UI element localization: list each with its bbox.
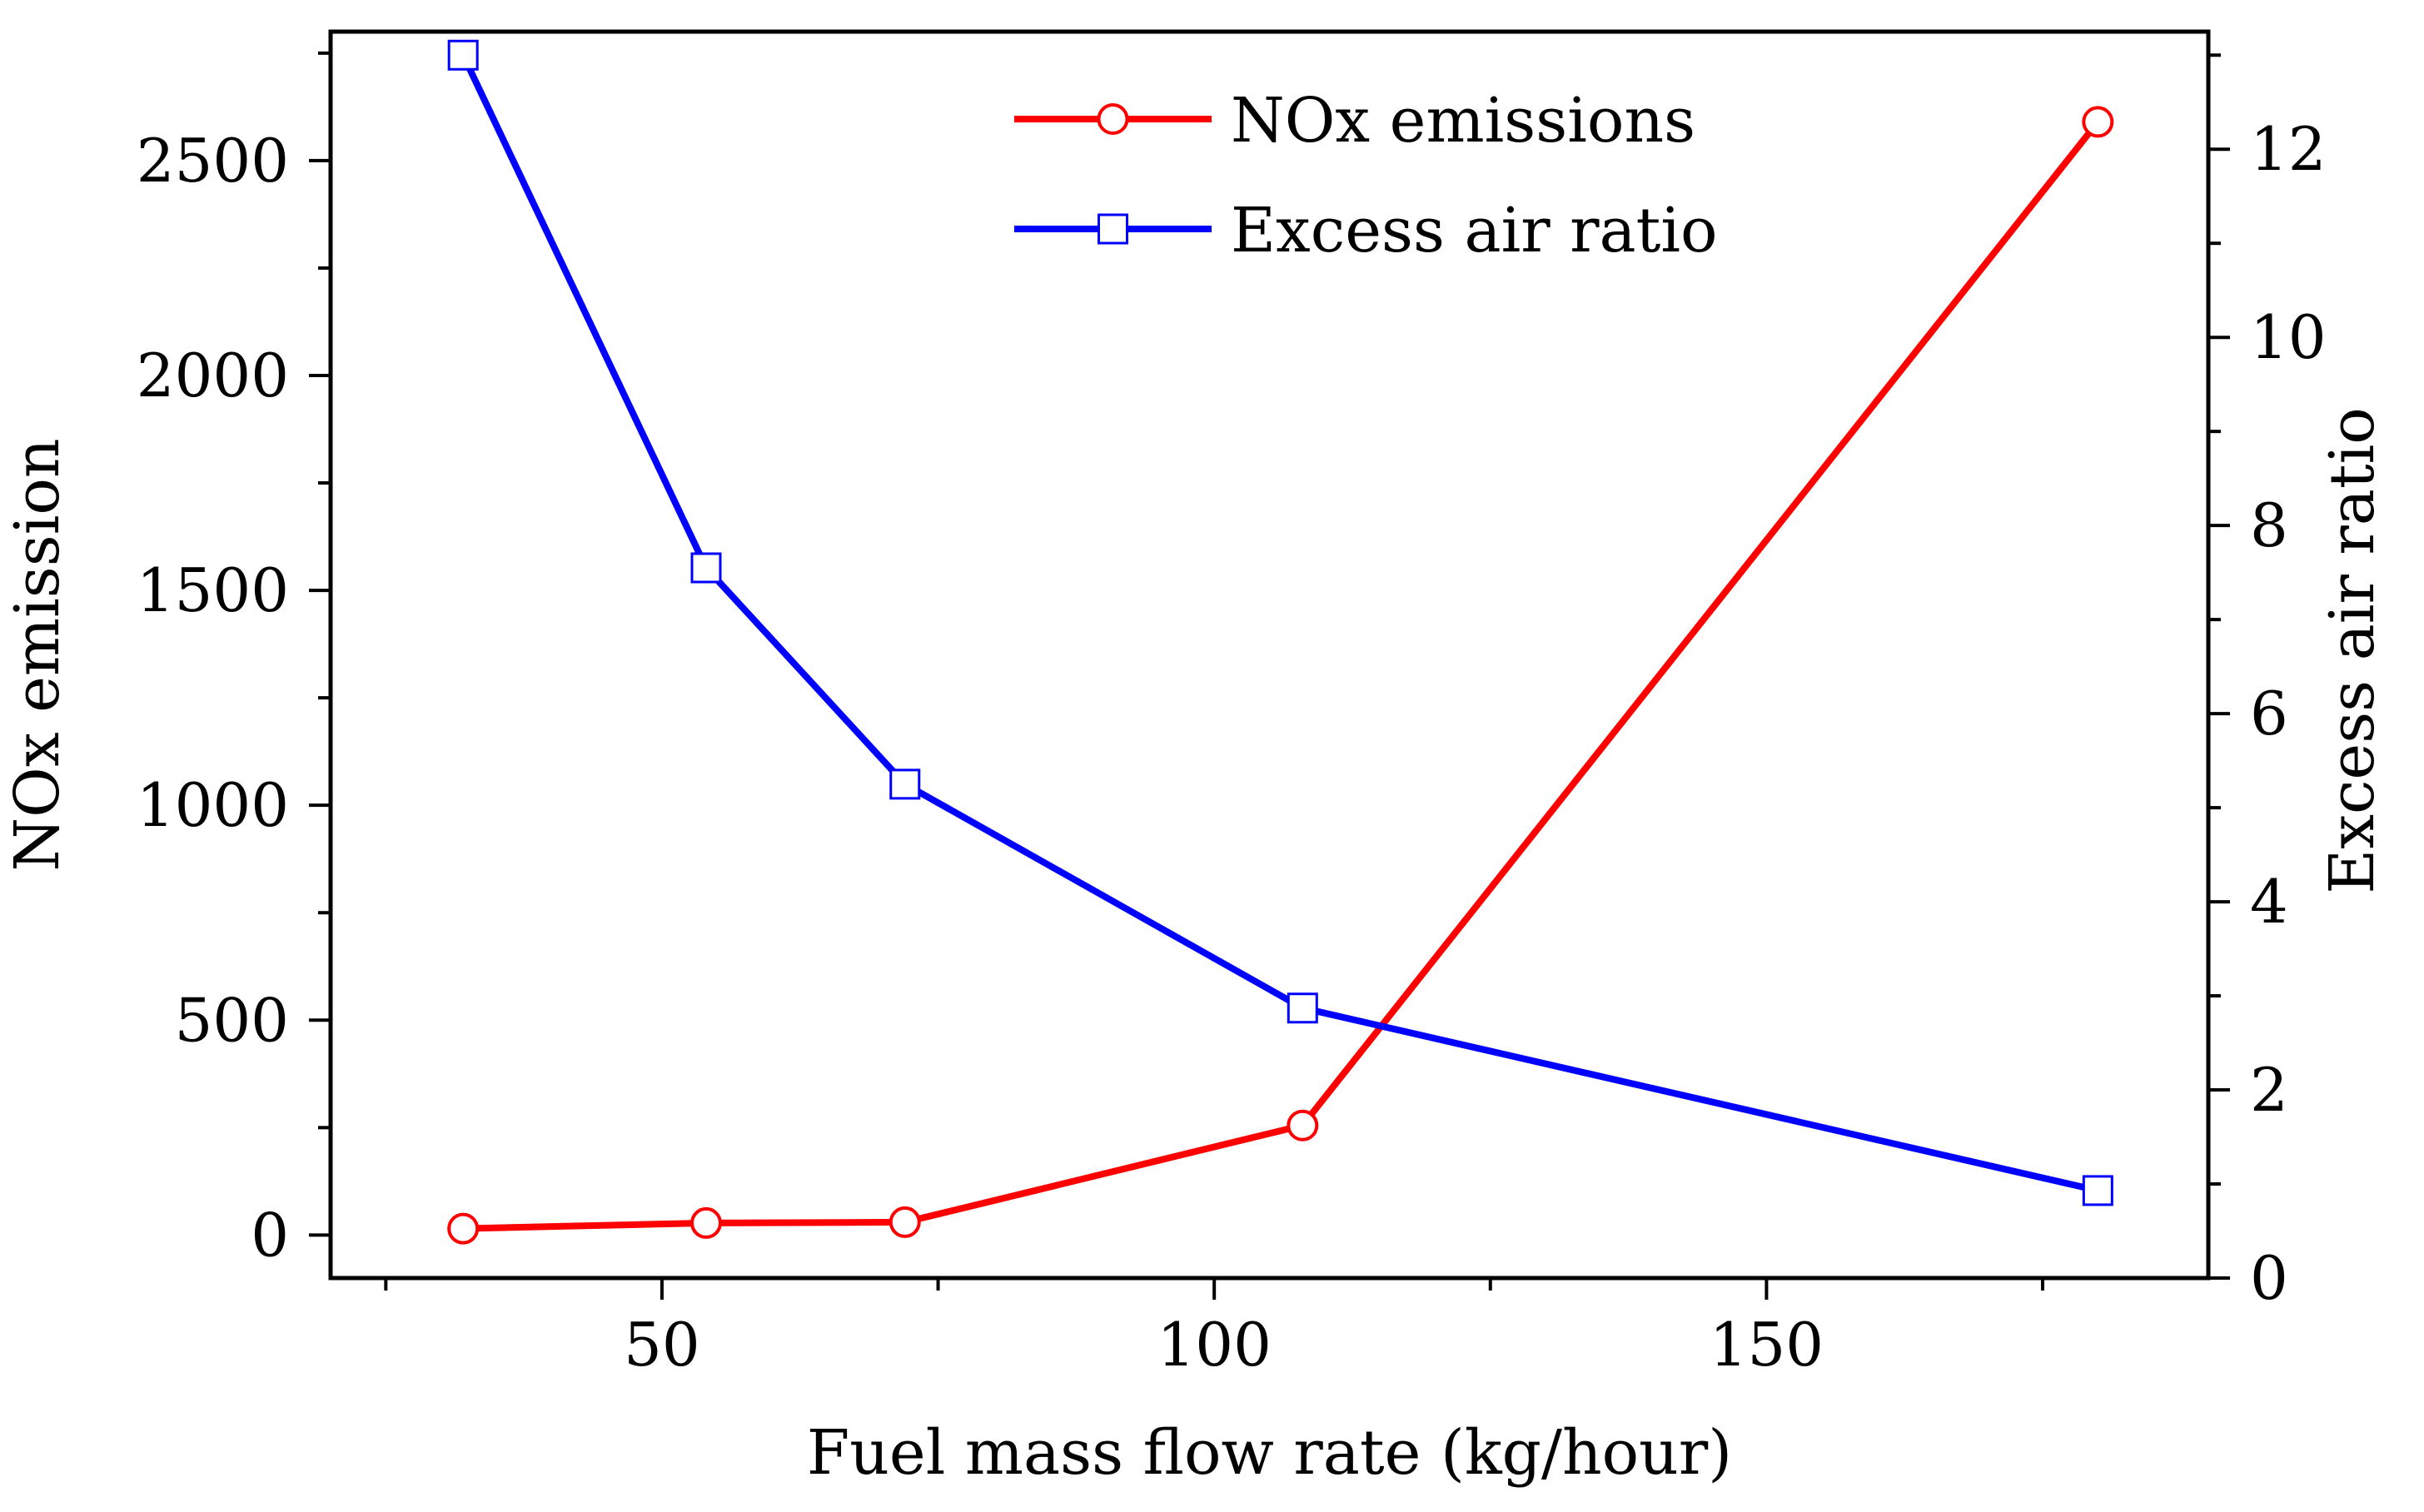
x-tick-label: 50 <box>624 1310 700 1380</box>
y-right-tick-label: 10 <box>2250 302 2327 372</box>
y-left-tick-label: 1500 <box>137 555 289 625</box>
legend-marker-excess-air <box>1098 213 1128 245</box>
y-right-tick-label: 4 <box>2250 867 2288 937</box>
x-axis-title: Fuel mass flow rate (kg/hour) <box>807 1417 1732 1489</box>
data-point-excess-air <box>690 552 722 584</box>
y-left-tick-label: 2500 <box>137 126 289 196</box>
data-point-excess-air <box>447 39 479 71</box>
data-point-nox <box>2082 106 2114 138</box>
y-right-tick-label: 0 <box>2250 1243 2288 1313</box>
data-point-excess-air <box>2082 1175 2113 1206</box>
data-point-excess-air <box>889 768 921 800</box>
y-left-tick-label: 0 <box>251 1200 289 1270</box>
plot-frame <box>328 29 2211 1281</box>
legend-label-nox: NOx emissions <box>1231 85 1695 157</box>
legend-label-excess-air: Excess air ratio <box>1231 195 1718 266</box>
series-layer <box>447 39 2114 1245</box>
y-left-tick-label: 2000 <box>137 341 289 410</box>
x-tick-label: 150 <box>1710 1310 1824 1380</box>
y-axis-right-title: Excess air ratio <box>2317 407 2388 894</box>
data-point-nox <box>690 1206 722 1239</box>
y-left-tick-label: 500 <box>175 985 289 1055</box>
y-left-tick-label: 1000 <box>137 770 289 840</box>
y-right-tick-label: 2 <box>2250 1055 2288 1125</box>
data-point-nox <box>888 1206 921 1238</box>
legend: NOx emissions Excess air ratio <box>1014 85 1718 266</box>
y-right-tick-label: 12 <box>2250 114 2327 184</box>
data-point-nox <box>1287 1109 1319 1141</box>
series-line-nox <box>463 119 2101 1232</box>
y-axis-left-title: NOx emission <box>2 438 73 871</box>
y-right-tick-label: 8 <box>2250 490 2288 560</box>
x-tick-label: 100 <box>1157 1310 1271 1380</box>
legend-marker-nox <box>1097 103 1129 135</box>
data-point-excess-air <box>1287 992 1318 1024</box>
data-point-nox <box>447 1212 480 1245</box>
y-right-tick-label: 6 <box>2250 679 2288 749</box>
